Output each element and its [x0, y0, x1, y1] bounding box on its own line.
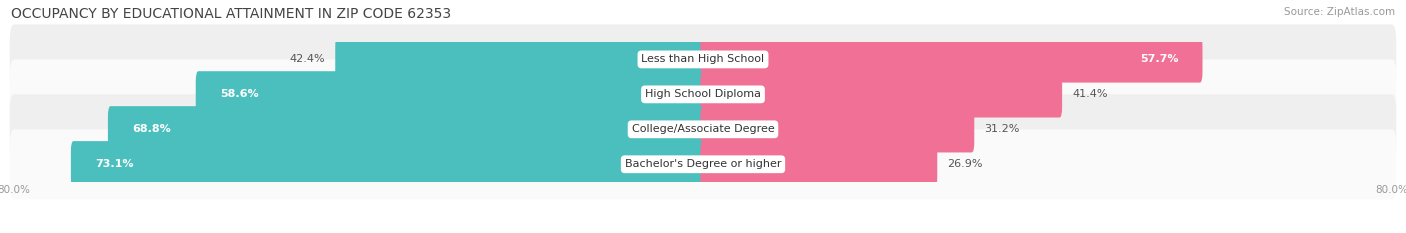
FancyBboxPatch shape	[10, 129, 1396, 199]
FancyBboxPatch shape	[10, 24, 1396, 94]
Text: 42.4%: 42.4%	[290, 55, 325, 64]
FancyBboxPatch shape	[700, 36, 1202, 82]
Text: Bachelor's Degree or higher: Bachelor's Degree or higher	[624, 159, 782, 169]
FancyBboxPatch shape	[70, 141, 706, 187]
Text: 31.2%: 31.2%	[984, 124, 1019, 134]
Text: 73.1%: 73.1%	[96, 159, 134, 169]
FancyBboxPatch shape	[10, 59, 1396, 129]
Text: 58.6%: 58.6%	[219, 89, 259, 99]
Text: OCCUPANCY BY EDUCATIONAL ATTAINMENT IN ZIP CODE 62353: OCCUPANCY BY EDUCATIONAL ATTAINMENT IN Z…	[11, 7, 451, 21]
FancyBboxPatch shape	[195, 71, 706, 117]
FancyBboxPatch shape	[335, 36, 706, 82]
Text: Source: ZipAtlas.com: Source: ZipAtlas.com	[1284, 7, 1395, 17]
Text: 26.9%: 26.9%	[948, 159, 983, 169]
Text: 57.7%: 57.7%	[1140, 55, 1178, 64]
Text: College/Associate Degree: College/Associate Degree	[631, 124, 775, 134]
FancyBboxPatch shape	[10, 94, 1396, 164]
FancyBboxPatch shape	[108, 106, 706, 152]
Text: Less than High School: Less than High School	[641, 55, 765, 64]
Text: High School Diploma: High School Diploma	[645, 89, 761, 99]
FancyBboxPatch shape	[700, 71, 1062, 117]
Text: 68.8%: 68.8%	[132, 124, 170, 134]
Text: 41.4%: 41.4%	[1073, 89, 1108, 99]
FancyBboxPatch shape	[700, 141, 938, 187]
FancyBboxPatch shape	[700, 106, 974, 152]
